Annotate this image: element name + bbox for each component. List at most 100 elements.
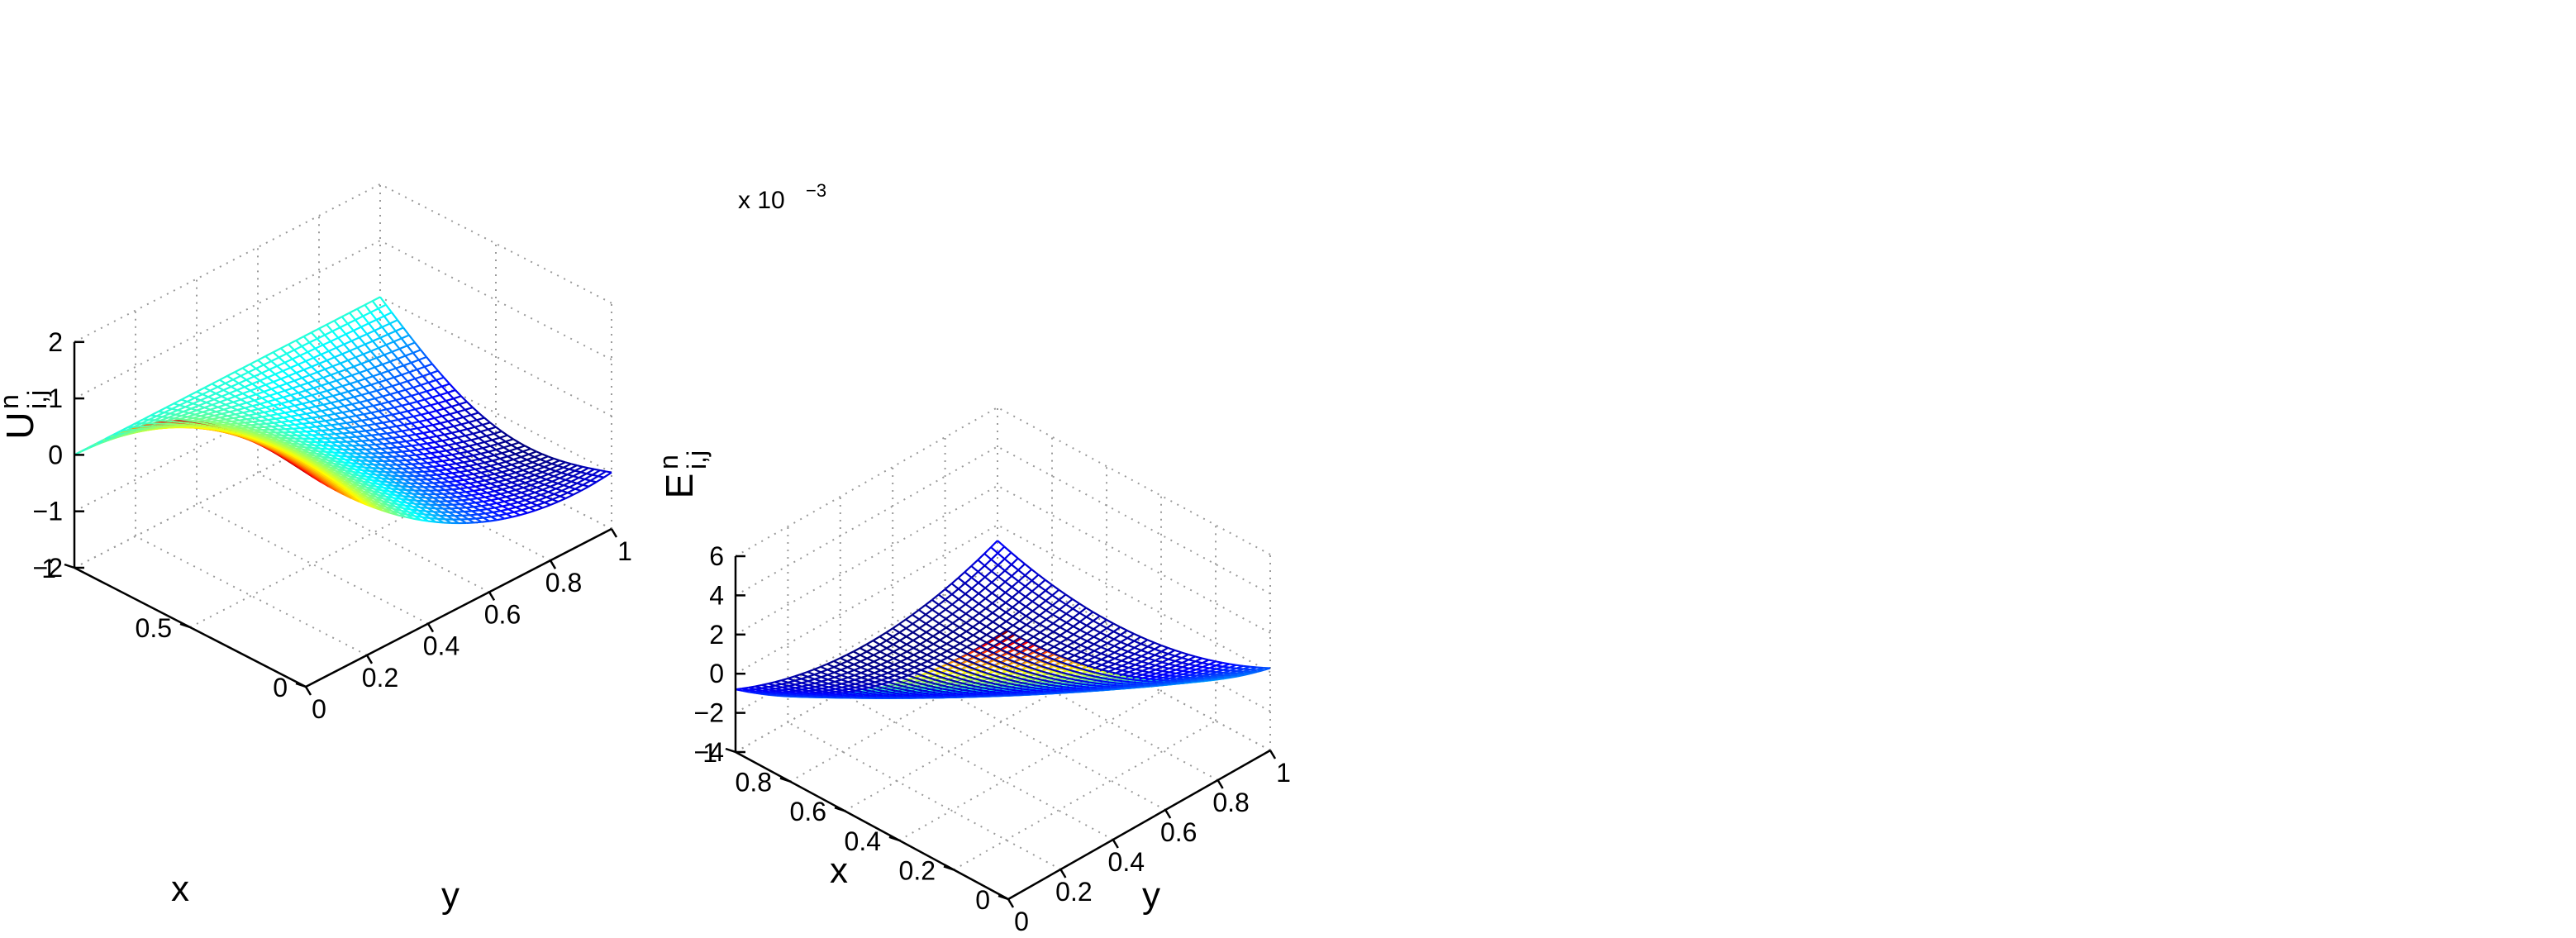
mesh-segment (257, 387, 264, 393)
mesh-segment (436, 504, 444, 510)
mesh-segment (388, 426, 395, 433)
mesh-segment (488, 487, 496, 493)
mesh-segment (399, 455, 407, 461)
mesh-segment (859, 643, 868, 650)
mesh-segment (517, 445, 526, 450)
mesh-segment (340, 416, 349, 420)
mesh-segment (340, 393, 347, 400)
mesh-segment (384, 483, 393, 490)
mesh-segment (442, 493, 450, 498)
mesh-segment (211, 379, 221, 385)
mesh-segment (515, 506, 522, 512)
mesh-segment (353, 326, 362, 332)
mesh-segment (573, 475, 579, 479)
mesh-segment (538, 481, 545, 486)
mesh-segment (218, 427, 225, 431)
mesh-segment (547, 469, 556, 475)
mesh-segment (918, 613, 926, 621)
mesh-segment (299, 350, 308, 357)
mesh-segment (300, 407, 308, 411)
mesh-segment (376, 315, 385, 321)
mesh-segment (423, 486, 431, 492)
mesh-segment (392, 412, 401, 416)
mesh-segment (455, 511, 464, 517)
mesh-segment (474, 426, 482, 433)
mesh-segment (421, 489, 429, 495)
mesh-segment (492, 478, 499, 483)
mesh-segment (990, 552, 999, 560)
mesh-segment (312, 456, 319, 462)
mesh-segment (551, 463, 559, 467)
mesh-segment (509, 447, 518, 452)
mesh-segment (893, 654, 901, 659)
mesh-segment (361, 469, 369, 475)
mesh-segment (345, 421, 353, 429)
mesh-segment (598, 475, 604, 479)
mesh-segment (369, 470, 377, 476)
mesh-segment (355, 413, 364, 417)
mesh-segment (551, 495, 560, 501)
mesh-segment (526, 455, 536, 461)
mesh-segment (420, 349, 427, 358)
mesh-segment (965, 617, 974, 624)
mesh-segment (536, 469, 543, 474)
mesh-segment (273, 378, 282, 383)
mesh-segment (274, 373, 282, 380)
mesh-segment (350, 431, 357, 438)
mesh-segment (1054, 649, 1062, 655)
mesh-segment (900, 657, 908, 663)
mesh-segment (422, 372, 431, 378)
mesh-segment (280, 421, 288, 426)
mesh-segment (288, 420, 296, 426)
mesh-segment (280, 343, 289, 350)
mesh-segment (423, 513, 431, 519)
mesh-segment (221, 424, 229, 428)
mesh-segment (1012, 620, 1021, 626)
mesh-segment (240, 398, 248, 404)
mesh-segment (337, 489, 345, 496)
mesh-segment (977, 564, 986, 573)
mesh-segment (892, 631, 901, 638)
mesh-segment (501, 452, 508, 458)
mesh-segment (769, 693, 777, 697)
mesh-segment (188, 394, 196, 399)
mesh-segment (538, 460, 547, 466)
mesh-segment (276, 361, 285, 367)
mesh-segment (384, 471, 392, 477)
mesh-segment (255, 390, 264, 396)
mesh-segment (328, 346, 337, 352)
mesh-segment (412, 439, 421, 445)
mesh-segment (853, 647, 861, 653)
mesh-segment (322, 377, 330, 384)
mesh-segment (269, 444, 277, 449)
mesh-segment (374, 444, 382, 450)
mesh-segment (518, 461, 526, 466)
mesh-segment (368, 359, 376, 369)
mesh-segment (570, 477, 580, 483)
mesh-segment (402, 507, 410, 513)
mesh-segment (559, 495, 566, 500)
mesh-segment (272, 443, 279, 448)
mesh-segment (393, 407, 401, 414)
mesh-segment (295, 340, 303, 347)
mesh-segment (350, 380, 359, 385)
mesh-segment (302, 331, 312, 338)
mesh-segment (440, 511, 448, 517)
mesh-segment (340, 322, 349, 329)
mesh-segment (279, 436, 286, 442)
mesh-segment (429, 489, 436, 495)
mesh-segment (406, 439, 414, 443)
mesh-segment (343, 377, 351, 385)
mesh-segment (1134, 643, 1142, 649)
mesh-segment (426, 390, 434, 398)
mesh-segment (998, 612, 1007, 618)
mesh-segment (379, 467, 386, 474)
mesh-segment (438, 450, 445, 457)
mesh-segment (258, 433, 265, 438)
mesh-segment (582, 479, 592, 486)
mesh-segment (459, 450, 468, 455)
mesh-segment (282, 366, 291, 372)
mesh-segment (945, 631, 954, 637)
mesh-segment (219, 374, 228, 381)
mesh-segment (402, 450, 409, 457)
